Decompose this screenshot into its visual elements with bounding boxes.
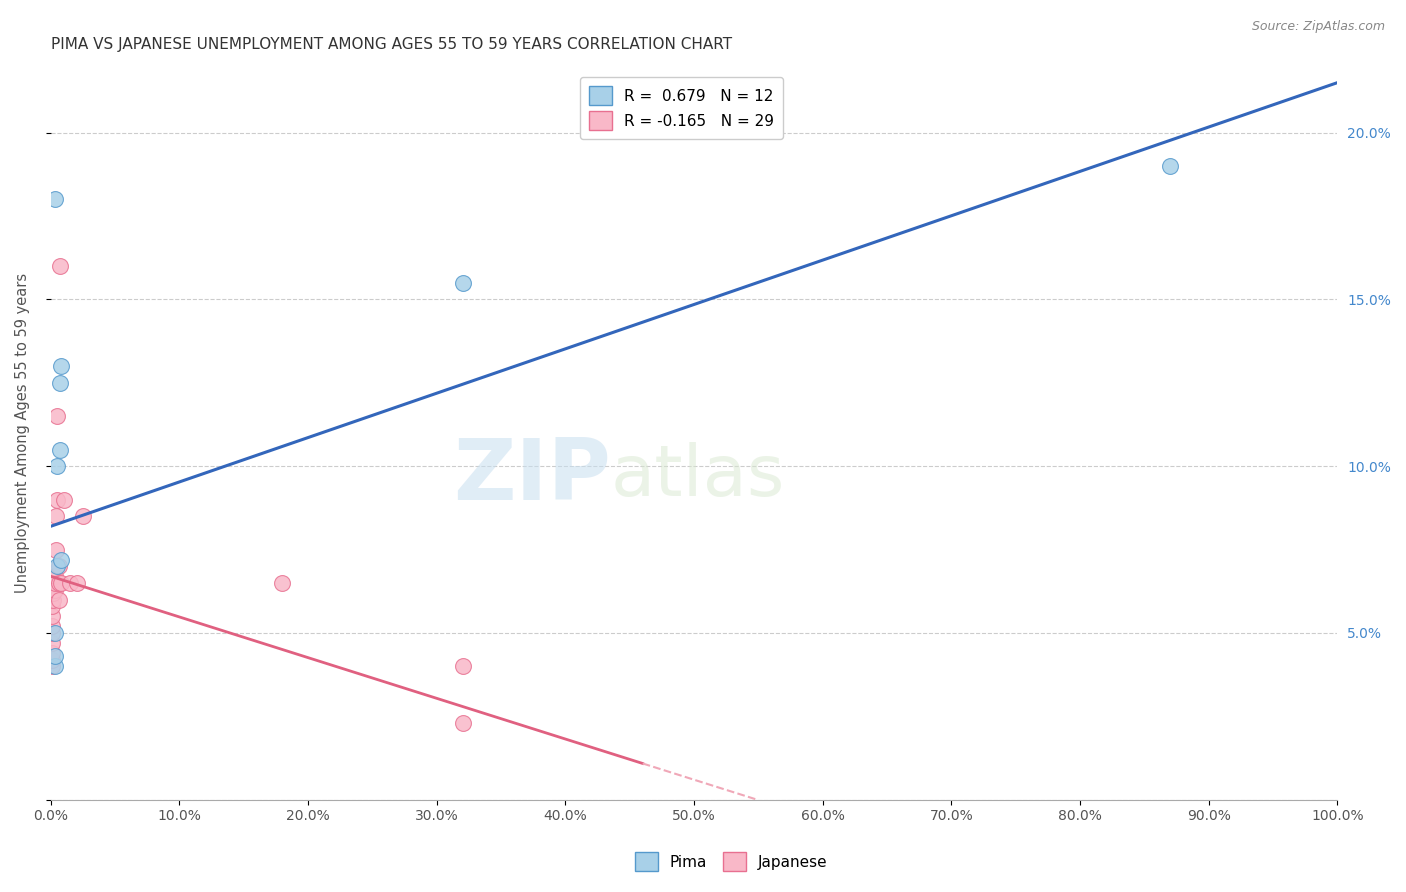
Point xyxy=(49,552,72,566)
Point xyxy=(52,492,75,507)
Point xyxy=(41,599,63,614)
Point xyxy=(45,542,67,557)
Point xyxy=(49,442,72,457)
Point xyxy=(48,592,70,607)
Point xyxy=(41,609,63,624)
Point xyxy=(41,659,63,673)
Point xyxy=(44,649,66,664)
Point xyxy=(49,259,72,273)
Point xyxy=(45,509,67,524)
Point xyxy=(46,559,69,574)
Point xyxy=(44,193,66,207)
Point xyxy=(48,576,70,591)
Point xyxy=(49,359,72,373)
Point xyxy=(41,636,63,650)
Legend: Pima, Japanese: Pima, Japanese xyxy=(628,847,834,877)
Text: PIMA VS JAPANESE UNEMPLOYMENT AMONG AGES 55 TO 59 YEARS CORRELATION CHART: PIMA VS JAPANESE UNEMPLOYMENT AMONG AGES… xyxy=(51,37,733,53)
Point xyxy=(49,376,72,390)
Text: Source: ZipAtlas.com: Source: ZipAtlas.com xyxy=(1251,20,1385,33)
Point xyxy=(49,576,72,591)
Legend: R =  0.679   N = 12, R = -0.165   N = 29: R = 0.679 N = 12, R = -0.165 N = 29 xyxy=(579,78,783,139)
Point xyxy=(44,659,66,673)
Point xyxy=(41,653,63,667)
Point xyxy=(44,626,66,640)
Point xyxy=(65,576,87,591)
Point xyxy=(451,716,474,731)
Point xyxy=(451,659,474,673)
Point xyxy=(48,559,70,574)
Point xyxy=(451,276,474,290)
Point xyxy=(44,569,66,583)
Point xyxy=(42,586,65,600)
Point xyxy=(271,576,294,591)
Point xyxy=(41,626,63,640)
Point xyxy=(44,576,66,591)
Text: atlas: atlas xyxy=(610,442,785,511)
Y-axis label: Unemployment Among Ages 55 to 59 years: Unemployment Among Ages 55 to 59 years xyxy=(15,273,30,593)
Point xyxy=(44,582,66,597)
Point xyxy=(72,509,94,524)
Point xyxy=(46,409,69,424)
Point xyxy=(46,492,69,507)
Point xyxy=(46,459,69,474)
Point xyxy=(42,592,65,607)
Point xyxy=(59,576,82,591)
Point xyxy=(41,619,63,633)
Point xyxy=(1159,159,1181,173)
Point xyxy=(41,646,63,660)
Text: ZIP: ZIP xyxy=(453,435,610,518)
